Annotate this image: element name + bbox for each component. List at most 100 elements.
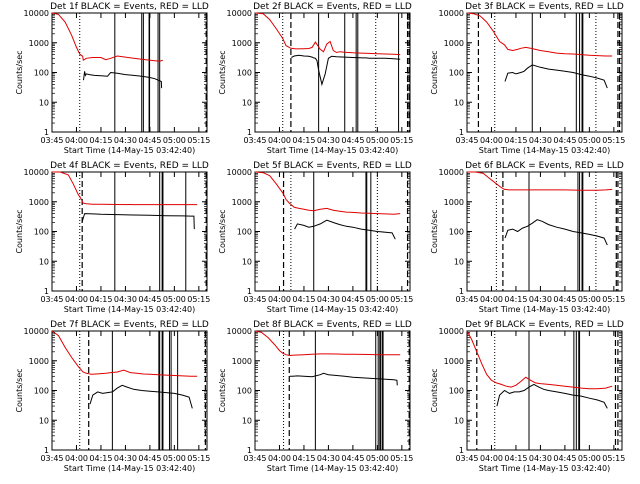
series-lld-line xyxy=(466,330,613,390)
x-tick-label: 05:00 xyxy=(578,454,601,463)
y-tick-label: 1 xyxy=(459,128,464,137)
x-tick-label: 04:15 xyxy=(504,136,527,145)
x-tick-label: 05:00 xyxy=(163,454,186,463)
x-tick-label: 04:15 xyxy=(504,295,527,304)
plot-frame xyxy=(254,171,411,292)
series-lld-line xyxy=(254,171,401,215)
y-tick-label: 10000 xyxy=(24,168,49,177)
y-axis-label: Counts/sec xyxy=(15,209,24,253)
x-tick-label: 04:00 xyxy=(65,295,88,304)
x-tick-label: 04:45 xyxy=(341,136,364,145)
y-tick-label: 1 xyxy=(44,287,49,296)
x-tick-label: 04:15 xyxy=(292,136,315,145)
y-tick-label: 100 xyxy=(449,387,464,396)
plot-frame xyxy=(51,12,208,133)
y-tick-label: 10 xyxy=(454,257,464,266)
series-lld-line xyxy=(51,12,164,62)
x-tick-label: 04:45 xyxy=(553,295,576,304)
x-tick-label: 05:00 xyxy=(366,454,389,463)
chart-panel-3: Det 3f BLACK = Events, RED = LLD 1 10 100 10… xyxy=(430,2,625,155)
y-tick-label: 1 xyxy=(247,128,252,137)
x-tick-label: 05:15 xyxy=(602,295,625,304)
x-axis-label: Start Time (14-May-15 03:42:40) xyxy=(64,146,195,155)
series-events-line xyxy=(504,219,608,246)
series-events-line xyxy=(289,372,398,386)
y-tick-label: 1000 xyxy=(444,198,464,207)
y-tick-label: 1000 xyxy=(29,39,49,48)
y-tick-label: 1 xyxy=(247,287,252,296)
y-tick-label: 100 xyxy=(237,69,252,78)
y-tick-label: 10000 xyxy=(227,327,252,336)
x-axis-label: Start Time (14-May-15 03:42:40) xyxy=(267,464,398,473)
y-tick-label: 10 xyxy=(39,416,49,425)
x-tick-label: 04:00 xyxy=(480,454,503,463)
x-tick-label: 03:45 xyxy=(243,136,266,145)
chart-panel-4: Det 4f BLACK = Events, RED = LLD 1 10 100 10… xyxy=(15,161,210,314)
chart-title: Det 5f BLACK = Events, RED = LLD xyxy=(253,161,412,171)
y-tick-label: 10000 xyxy=(24,9,49,18)
series-lld-line xyxy=(51,330,198,377)
y-tick-label: 100 xyxy=(449,228,464,237)
x-tick-label: 04:45 xyxy=(138,136,161,145)
y-tick-label: 100 xyxy=(237,387,252,396)
x-tick-label: 04:00 xyxy=(268,454,291,463)
x-axis-label: Start Time (14-May-15 03:42:40) xyxy=(64,305,195,314)
chart-title: Det 8f BLACK = Events, RED = LLD xyxy=(253,320,412,330)
y-tick-label: 10000 xyxy=(227,168,252,177)
y-tick-label: 10 xyxy=(454,98,464,107)
x-tick-label: 03:45 xyxy=(455,454,478,463)
y-tick-label: 1 xyxy=(247,446,252,455)
series-events-line xyxy=(81,213,195,230)
x-tick-label: 04:30 xyxy=(529,295,552,304)
x-tick-label: 03:45 xyxy=(455,136,478,145)
x-tick-label: 05:15 xyxy=(390,295,413,304)
chart-title: Det 1f BLACK = Events, RED = LLD xyxy=(50,2,209,12)
x-tick-label: 04:30 xyxy=(529,454,552,463)
y-tick-label: 10000 xyxy=(439,9,464,18)
y-tick-label: 10 xyxy=(242,416,252,425)
y-tick-label: 1 xyxy=(44,128,49,137)
y-tick-label: 10 xyxy=(242,257,252,266)
x-axis-label: Start Time (14-May-15 03:42:40) xyxy=(267,146,398,155)
y-tick-label: 100 xyxy=(237,228,252,237)
x-tick-label: 04:45 xyxy=(138,295,161,304)
y-tick-label: 1000 xyxy=(29,198,49,207)
x-tick-label: 04:00 xyxy=(480,136,503,145)
chart-title: Det 9f BLACK = Events, RED = LLD xyxy=(465,320,624,330)
y-tick-label: 100 xyxy=(34,69,49,78)
series-lld-line xyxy=(466,12,613,57)
y-axis-label: Counts/sec xyxy=(15,50,24,94)
x-tick-label: 04:45 xyxy=(553,454,576,463)
y-axis-label: Counts/sec xyxy=(218,50,227,94)
x-tick-label: 04:00 xyxy=(268,136,291,145)
plot-frame xyxy=(466,330,623,451)
x-tick-label: 04:00 xyxy=(268,295,291,304)
x-tick-label: 05:15 xyxy=(602,454,625,463)
chart-panel-2: Det 2f BLACK = Events, RED = LLD 1 10 100 10… xyxy=(218,2,413,155)
chart-panel-8: Det 8f BLACK = Events, RED = LLD 1 10 100 10… xyxy=(218,320,413,473)
y-tick-label: 10 xyxy=(242,98,252,107)
y-tick-label: 10000 xyxy=(439,327,464,336)
x-tick-label: 04:45 xyxy=(553,136,576,145)
x-tick-label: 04:30 xyxy=(114,454,137,463)
series-events-line xyxy=(294,219,396,240)
y-tick-label: 100 xyxy=(34,228,49,237)
series-events-line xyxy=(496,383,608,409)
x-tick-label: 05:00 xyxy=(578,295,601,304)
chart-panel-7: Det 7f BLACK = Events, RED = LLD 1 10 100 10… xyxy=(15,320,210,473)
chart-panel-9: Det 9f BLACK = Events, RED = LLD 1 10 100 10… xyxy=(430,320,625,473)
x-tick-label: 04:45 xyxy=(341,295,364,304)
x-tick-label: 05:00 xyxy=(163,295,186,304)
x-axis-label: Start Time (14-May-15 03:42:40) xyxy=(479,146,610,155)
x-tick-label: 04:30 xyxy=(317,295,340,304)
x-tick-label: 05:00 xyxy=(366,136,389,145)
x-tick-label: 05:00 xyxy=(163,136,186,145)
y-tick-label: 100 xyxy=(449,69,464,78)
y-tick-label: 1 xyxy=(459,287,464,296)
x-tick-label: 04:30 xyxy=(114,295,137,304)
y-tick-label: 1 xyxy=(44,446,49,455)
y-tick-label: 10000 xyxy=(227,9,252,18)
x-tick-label: 04:30 xyxy=(317,454,340,463)
chart-panel-5: Det 5f BLACK = Events, RED = LLD 1 10 100 10… xyxy=(218,161,413,314)
